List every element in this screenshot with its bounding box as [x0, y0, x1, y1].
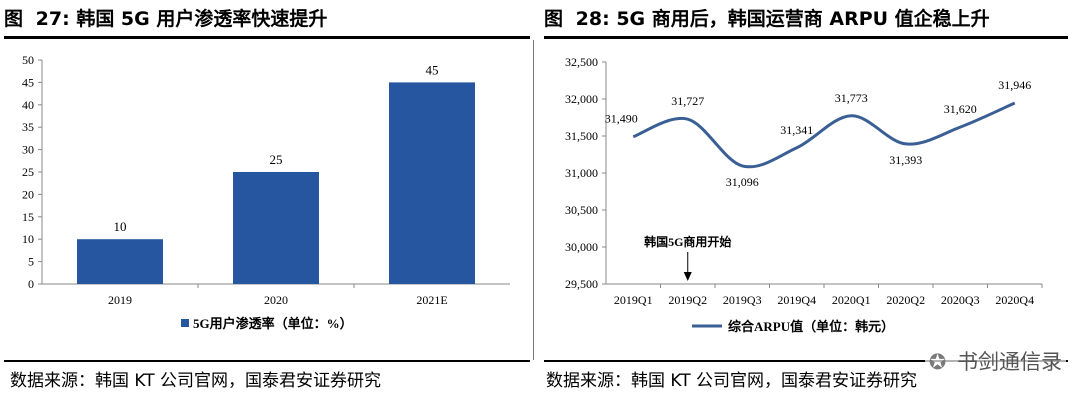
y-tick-label: 29,500	[565, 277, 598, 291]
y-tick-label: 35	[22, 120, 34, 134]
y-tick-label: 20	[22, 187, 34, 201]
x-tick-label: 2019	[108, 293, 132, 307]
data-label: 31,727	[671, 94, 704, 108]
y-tick-label: 32,000	[565, 92, 598, 106]
y-tick-label: 45	[22, 75, 34, 89]
x-tick-label: 2019Q2	[668, 293, 707, 307]
y-tick-label: 25	[22, 165, 34, 179]
x-tick-label: 2020	[264, 293, 288, 307]
x-tick-label: 2019Q4	[777, 293, 816, 307]
data-label: 31,946	[998, 78, 1031, 92]
bar	[77, 239, 163, 284]
figure-27-caption: 韩国 5G 用户渗透率快速提升	[76, 8, 328, 30]
data-label: 45	[426, 62, 439, 77]
data-label: 31,773	[835, 91, 868, 105]
y-tick-label: 10	[22, 232, 34, 246]
y-tick-label: 31,500	[565, 129, 598, 143]
x-tick-label: 2020Q1	[832, 293, 871, 307]
source-rule	[4, 360, 530, 362]
source-rule	[544, 360, 1068, 362]
y-tick-label: 5	[28, 255, 34, 269]
figure-28-label: 图	[544, 8, 564, 30]
data-label: 31,490	[605, 112, 638, 126]
x-tick-label: 2020Q2	[886, 293, 925, 307]
figure-27-number: 27:	[35, 8, 70, 30]
data-label: 10	[114, 219, 127, 234]
data-label: 31,341	[780, 123, 813, 137]
bar	[233, 172, 319, 284]
figure-28-source: 数据来源：韩国 KT 公司官网，国泰君安证券研究	[546, 371, 918, 391]
legend-label: 综合ARPU值（单位：韩元）	[728, 319, 894, 334]
left-panel: 图 27: 韩国 5G 用户渗透率快速提升 0 5 10 15 20 25 30 35 40 45…	[0, 0, 532, 413]
x-tick-label: 2020Q4	[995, 293, 1034, 307]
y-tick-label: 30,500	[565, 203, 598, 217]
y-tick-label: 30,000	[565, 240, 598, 254]
data-label: 25	[270, 152, 283, 167]
x-tick-label: 2021E	[416, 293, 447, 307]
y-tick-label: 0	[28, 277, 34, 291]
figure-27-title: 图 27: 韩国 5G 用户渗透率快速提升	[4, 4, 327, 31]
y-tick-label: 30	[22, 143, 34, 157]
x-tick-label: 2019Q3	[723, 293, 762, 307]
figure-27-source: 数据来源：韩国 KT 公司官网，国泰君安证券研究	[10, 371, 382, 391]
data-label: 31,393	[889, 153, 922, 167]
annotation-arrow-head	[683, 272, 692, 281]
y-tick-label: 32,500	[565, 55, 598, 69]
figure-28-title: 图 28: 5G 商用后，韩国运营商 ARPU 值企稳上升	[544, 4, 990, 31]
title-rule	[4, 36, 530, 39]
figure-28-caption: 5G 商用后，韩国运营商 ARPU 值企稳上升	[616, 8, 990, 30]
bar	[389, 82, 475, 285]
series-line	[632, 101, 1016, 169]
data-label: 31,096	[726, 175, 759, 189]
panel-divider	[533, 40, 534, 360]
x-tick-label: 2019Q1	[614, 293, 653, 307]
watermark-text: 书剑通信录	[957, 350, 1062, 374]
x-tick-label: 2020Q3	[941, 293, 980, 307]
line-chart: 29,500 30,000 30,500 31,000 31,500 32,000 32,5…	[565, 55, 1043, 334]
y-tick-label: 31,000	[565, 166, 598, 180]
wechat-icon: ✪	[928, 350, 947, 374]
y-tick-label: 40	[22, 98, 34, 112]
annotation-text: 韩国5G商用开始	[644, 234, 731, 249]
right-panel: 图 28: 5G 商用后，韩国运营商 ARPU 值企稳上升 29,500 30,0…	[540, 0, 1072, 413]
legend-label: 5G用户渗透率（单位：%）	[193, 316, 353, 331]
figure-28-number: 28:	[575, 8, 610, 30]
bar-chart: 0 5 10 15 20 25 30 35 40 45 50 10 2019 25 2020 45 2021E 5…	[22, 53, 510, 331]
title-rule	[544, 36, 1068, 39]
y-tick-label: 50	[22, 53, 34, 67]
y-tick-label: 15	[22, 210, 34, 224]
data-label: 31,620	[944, 102, 977, 116]
legend-swatch	[181, 319, 189, 327]
figure-27-label: 图	[4, 8, 24, 30]
watermark: ✪ 书剑通信录	[924, 346, 1066, 376]
